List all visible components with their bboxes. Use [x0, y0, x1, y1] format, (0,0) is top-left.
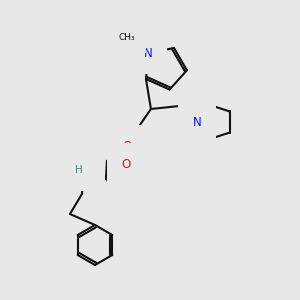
- Text: N: N: [144, 47, 153, 60]
- Text: H: H: [75, 165, 83, 175]
- Text: N: N: [124, 148, 132, 161]
- Text: O: O: [122, 140, 132, 152]
- Text: O: O: [121, 158, 130, 170]
- Text: N: N: [193, 116, 201, 128]
- Text: CH₃: CH₃: [118, 33, 135, 42]
- Text: N: N: [82, 164, 91, 176]
- Text: H: H: [132, 154, 140, 164]
